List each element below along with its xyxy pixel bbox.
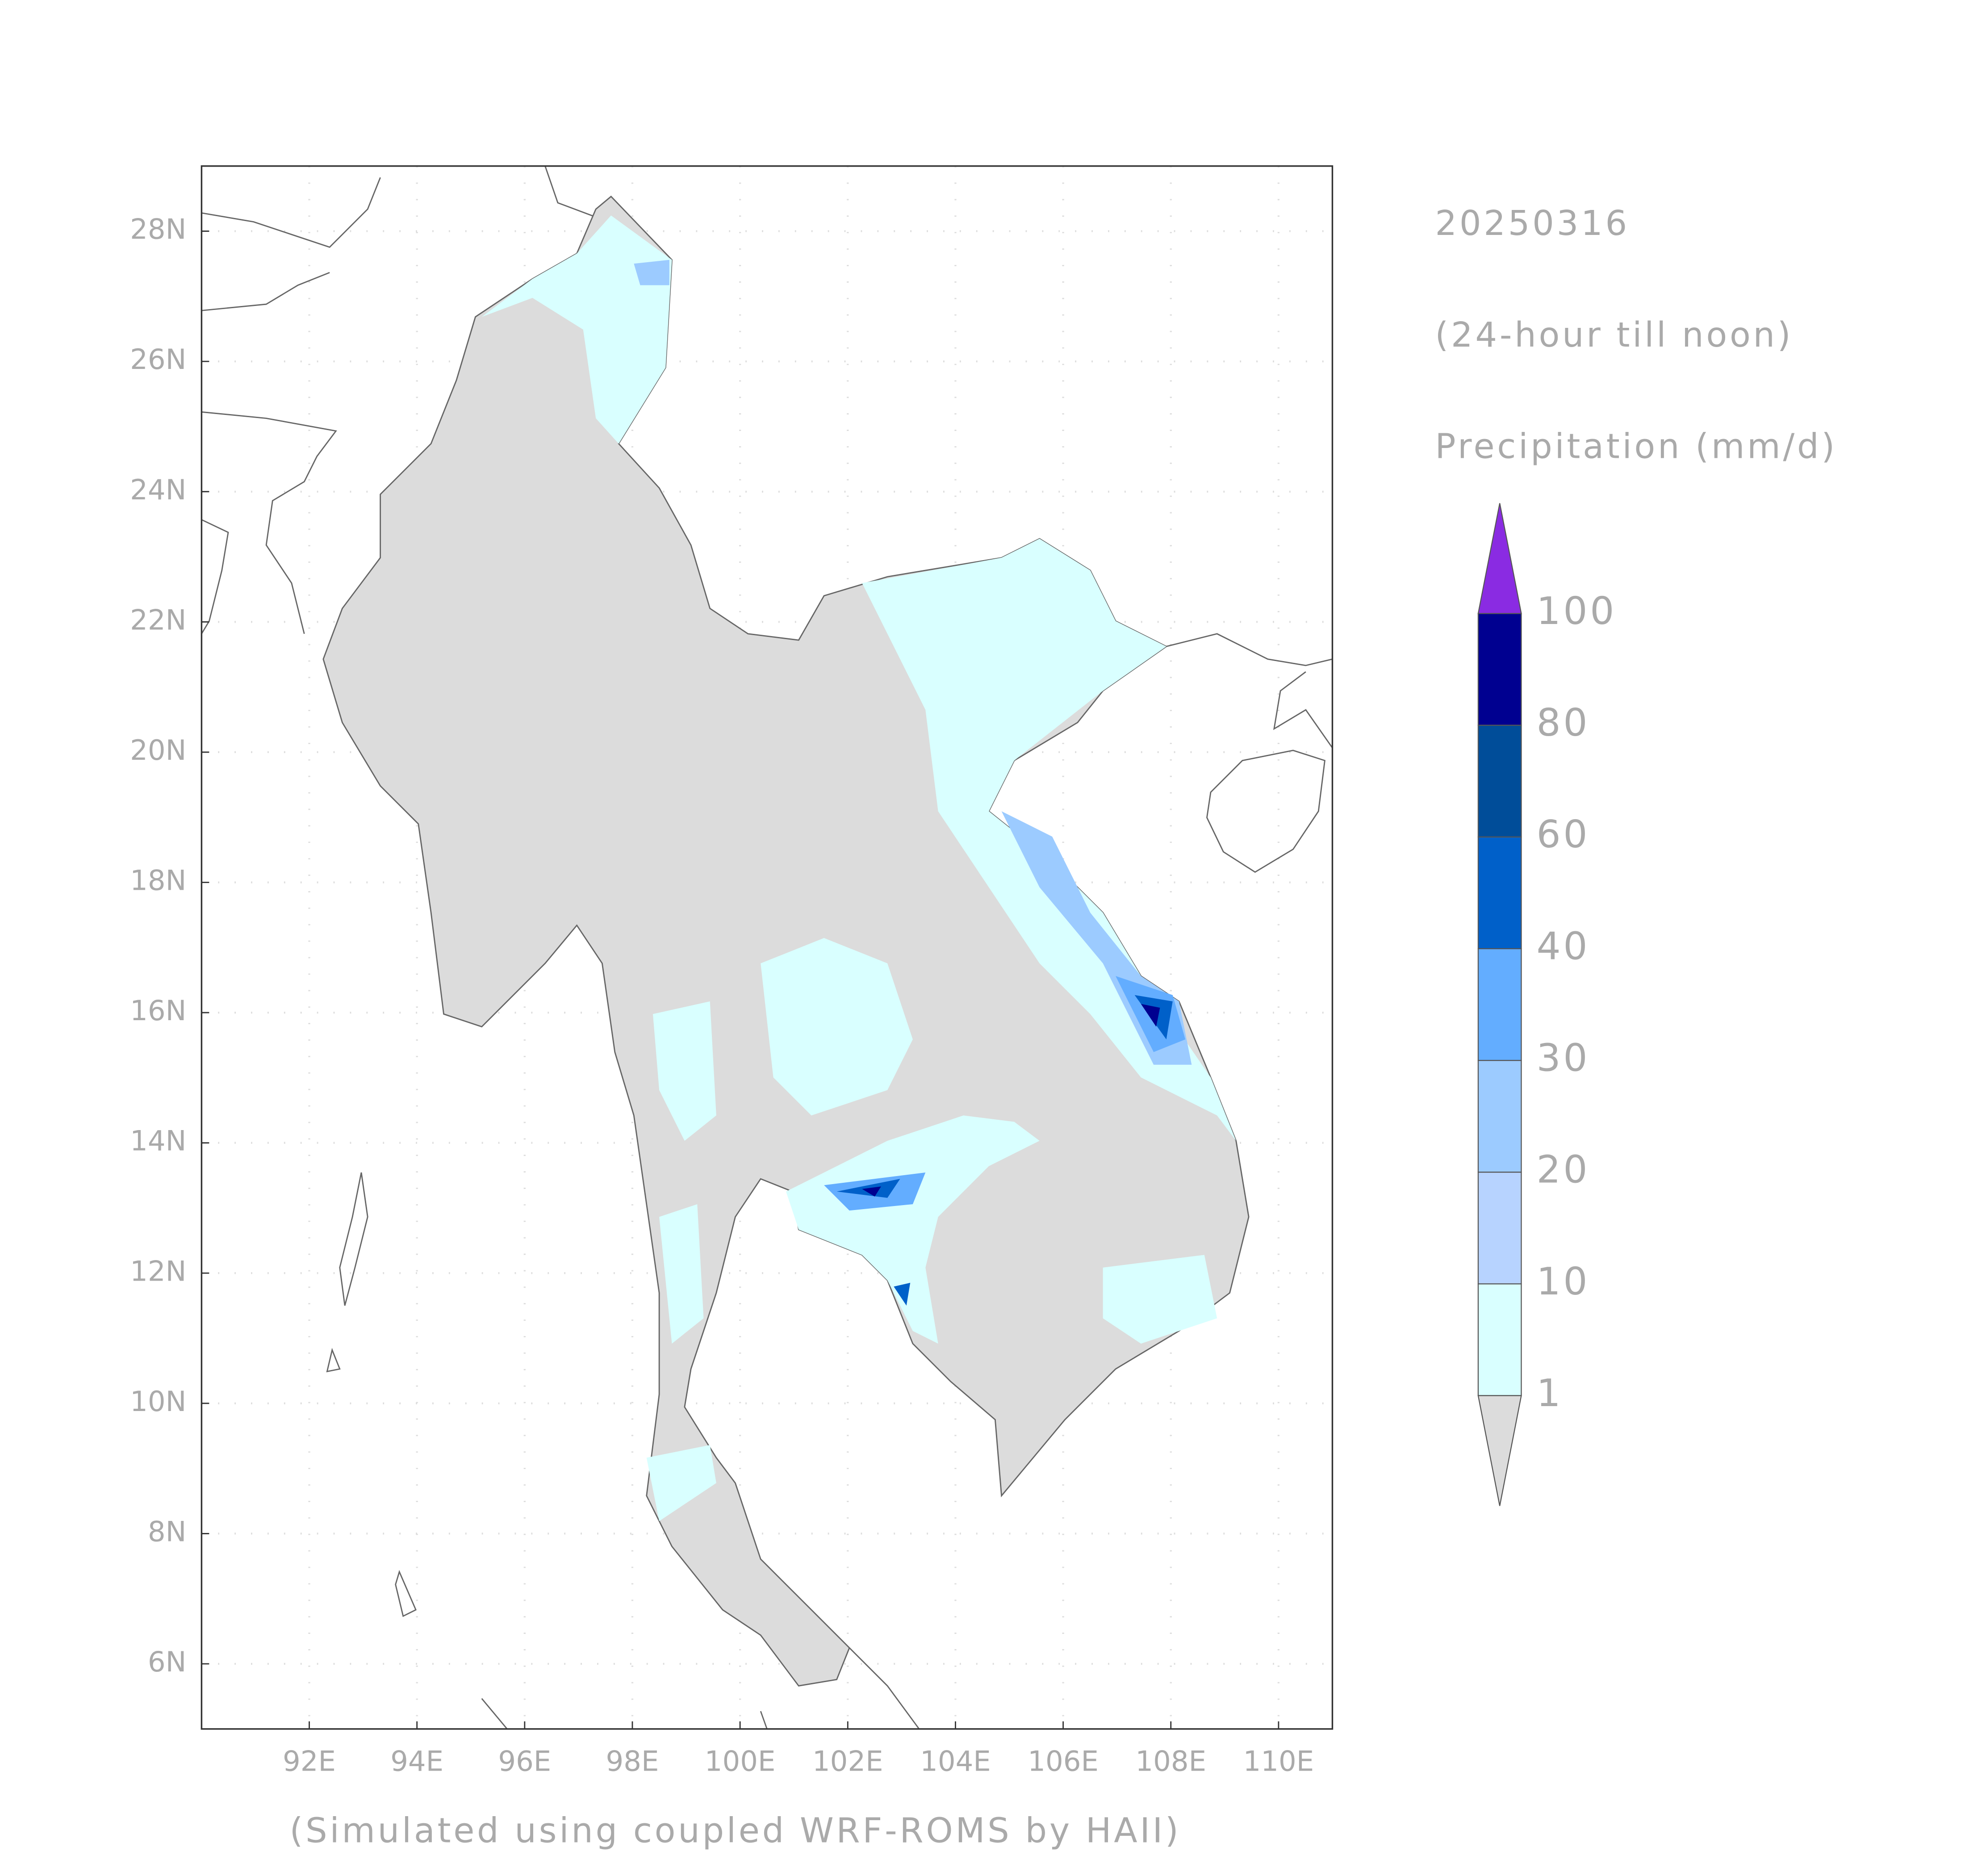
x-tick-label: 96E [498, 1745, 551, 1778]
colorbar-label: 20 [1537, 1148, 1590, 1192]
footer: (Simulated using coupled WRF-ROMS by HAI… [289, 1811, 1181, 1851]
y-tick-label: 20N [130, 734, 186, 766]
y-tick-label: 22N [130, 603, 186, 636]
hainan [1206, 750, 1326, 873]
land [201, 166, 1333, 1729]
colorbar-label: 60 [1537, 812, 1590, 857]
x-tick-label: 102E [812, 1745, 883, 1778]
x-tick-label: 94E [390, 1745, 443, 1778]
y-tick-label: 24N [130, 473, 186, 506]
subtitle: (24-hour till noon) [1435, 315, 1793, 355]
colorbar-over [1477, 503, 1522, 614]
y-tick-label: 6N [148, 1646, 186, 1678]
colorbar-label: 40 [1537, 924, 1590, 968]
colorbar-label: 1 [1537, 1371, 1564, 1415]
axes: 92E 94E 96E 98E 100E 102E 104E 106E 108E 110E 6N 8N… [130, 213, 1314, 1778]
plot-frame [201, 165, 1334, 1730]
colorbar-segment [1477, 836, 1522, 950]
malaysia-sumatra [481, 1647, 920, 1729]
colorbar: 1 10 20 30 40 60 80 100 [1477, 503, 1617, 1506]
x-tick-label: 104E [920, 1745, 991, 1778]
y-tick-label: 8N [148, 1516, 186, 1548]
y-tick-label: 28N [130, 213, 186, 246]
y-tick-label: 26N [130, 343, 186, 376]
colorbar-segment [1477, 1283, 1522, 1396]
andaman [326, 1172, 417, 1617]
colorbar-label: 80 [1537, 701, 1590, 745]
colorbar-under [1477, 1395, 1522, 1506]
grid [201, 166, 1333, 1729]
x-tick-label: 98E [606, 1745, 659, 1778]
y-tick-label: 18N [130, 864, 186, 897]
colorbar-label: 10 [1537, 1260, 1590, 1304]
x-tick-label: 110E [1243, 1745, 1314, 1778]
colorbar-label: 30 [1537, 1036, 1590, 1080]
y-tick-label: 12N [130, 1255, 186, 1287]
colorbar-segment [1477, 948, 1522, 1061]
title: Precipitation (mm/d) [1435, 427, 1837, 467]
x-tick-label: 92E [283, 1745, 336, 1778]
coastline-india [201, 177, 381, 634]
y-tick-label: 16N [130, 994, 186, 1027]
colorbar-segment [1477, 1172, 1522, 1285]
y-tick-label: 14N [130, 1125, 186, 1157]
colorbar-segment [1477, 1059, 1522, 1173]
colorbar-segment [1477, 613, 1522, 726]
colorbar-label: 100 [1537, 589, 1617, 633]
x-tick-label: 106E [1028, 1745, 1099, 1778]
colorbar-segment [1477, 724, 1522, 838]
x-tick-label: 108E [1135, 1745, 1206, 1778]
coastline-china [544, 166, 1333, 749]
y-tick-label: 10N [130, 1385, 186, 1418]
x-tick-label: 100E [705, 1745, 776, 1778]
heavy-precipitation [634, 260, 1192, 1306]
date: 20250316 [1435, 204, 1629, 243]
